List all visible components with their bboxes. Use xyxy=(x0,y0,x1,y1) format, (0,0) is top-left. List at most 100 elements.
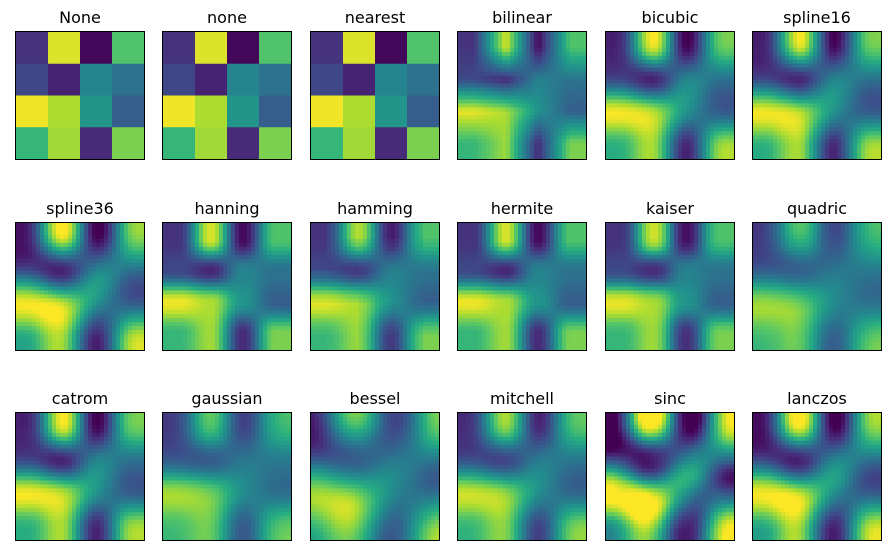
heatmap-pixel xyxy=(128,254,133,260)
heatmap-cell xyxy=(227,63,260,96)
heatmap-pixel xyxy=(817,71,822,77)
heatmap-pixel xyxy=(108,234,113,240)
heatmap-pixel xyxy=(171,286,176,291)
heatmap-pixel xyxy=(841,143,846,148)
heatmap-pixel xyxy=(56,258,61,264)
heatmap-pixel xyxy=(474,143,479,148)
heatmap-pixel xyxy=(813,135,818,140)
heatmap-pixel xyxy=(20,258,25,264)
heatmap-pixel xyxy=(853,75,858,81)
heatmap-pixel xyxy=(805,63,810,69)
heatmap-pixel xyxy=(478,39,483,45)
heatmap-pixel xyxy=(92,310,97,315)
heatmap-pixel xyxy=(566,47,571,53)
heatmap-pixel xyxy=(195,223,200,228)
heatmap-pixel xyxy=(809,107,814,112)
heatmap-pixel xyxy=(626,143,631,148)
heatmap-pixel xyxy=(578,127,583,132)
heatmap-pixel xyxy=(861,63,866,69)
heatmap-pixel xyxy=(72,246,77,252)
heatmap-pixel xyxy=(845,103,850,108)
heatmap-pixel xyxy=(550,135,555,140)
heatmap-pixel xyxy=(702,51,707,57)
heatmap-pixel xyxy=(112,242,117,248)
heatmap-pixel xyxy=(28,223,33,228)
heatmap-pixel xyxy=(622,55,627,61)
heatmap-pixel xyxy=(805,71,810,77)
heatmap-pixel xyxy=(702,55,707,61)
heatmap-pixel xyxy=(203,223,208,228)
heatmap-pixel xyxy=(706,71,711,77)
heatmap-pixel xyxy=(793,135,798,140)
heatmap-pixel xyxy=(646,83,651,88)
heatmap-pixel xyxy=(112,286,117,291)
heatmap-pixel xyxy=(227,238,232,244)
heatmap-pixel xyxy=(666,115,671,120)
heatmap-pixel xyxy=(211,286,216,291)
heatmap-pixel xyxy=(566,119,571,124)
heatmap-pixel xyxy=(582,32,586,37)
heatmap-pixel xyxy=(88,310,93,315)
heatmap-pixel xyxy=(136,294,141,299)
heatmap-pixel xyxy=(726,83,731,88)
heatmap-pixel xyxy=(140,246,144,252)
heatmap-pixel xyxy=(28,330,33,335)
heatmap-pixel xyxy=(825,127,830,132)
heatmap-pixel xyxy=(789,135,794,140)
heatmap-pixel xyxy=(566,55,571,61)
heatmap-pixel xyxy=(777,87,782,92)
heatmap-pixel xyxy=(80,230,85,236)
subplot-title: nearest xyxy=(344,8,406,27)
heatmap-pixel xyxy=(650,87,655,92)
heatmap-pixel xyxy=(203,246,208,252)
heatmap-pixel xyxy=(88,306,93,311)
heatmap-pixel xyxy=(558,39,563,45)
heatmap-pixel xyxy=(574,75,579,81)
heatmap-pixel xyxy=(682,107,687,112)
heatmap-pixel xyxy=(821,135,826,140)
heatmap-pixel xyxy=(167,318,172,323)
heatmap-pixel xyxy=(622,87,627,92)
heatmap-pixel xyxy=(283,298,288,303)
heatmap-pixel xyxy=(797,63,802,69)
heatmap-pixel xyxy=(112,326,117,331)
heatmap-pixel xyxy=(502,119,507,124)
heatmap-pixel xyxy=(215,246,220,252)
heatmap-pixel xyxy=(610,143,615,148)
heatmap-pixel xyxy=(626,71,631,77)
heatmap-pixel xyxy=(526,135,531,140)
heatmap-pixel xyxy=(833,155,838,159)
heatmap-pixel xyxy=(753,123,758,128)
heatmap-pixel xyxy=(658,115,663,120)
heatmap-pixel xyxy=(638,95,643,100)
heatmap-pixel xyxy=(877,83,881,88)
heatmap-pixel xyxy=(805,123,810,128)
heatmap-pixel xyxy=(773,83,778,88)
heatmap-pixel xyxy=(865,47,870,53)
heatmap-pixel xyxy=(223,314,228,319)
heatmap-pixel xyxy=(857,139,862,144)
heatmap-pixel xyxy=(554,35,559,41)
heatmap-pixel xyxy=(76,238,81,244)
heatmap-pixel xyxy=(558,79,563,84)
heatmap-pixel xyxy=(530,139,535,144)
heatmap-pixel xyxy=(518,131,523,136)
heatmap-pixel xyxy=(470,39,475,45)
heatmap-pixel xyxy=(247,282,252,287)
heatmap-pixel xyxy=(179,270,184,275)
heatmap-pixel xyxy=(112,234,117,240)
heatmap-pixel xyxy=(52,242,57,248)
heatmap-pixel xyxy=(470,151,475,156)
heatmap-pixel xyxy=(638,103,643,108)
heatmap-pixel xyxy=(722,147,727,152)
heatmap-pixel xyxy=(80,290,85,295)
heatmap-pixel xyxy=(52,318,57,323)
heatmap-pixel xyxy=(530,79,535,84)
heatmap-pixel xyxy=(618,131,623,136)
heatmap-pixel xyxy=(104,258,109,264)
heatmap-pixel xyxy=(730,131,734,136)
heatmap-pixel xyxy=(227,250,232,256)
heatmap-pixel xyxy=(686,47,691,53)
heatmap-pixel xyxy=(793,155,798,159)
heatmap-pixel xyxy=(618,127,623,132)
